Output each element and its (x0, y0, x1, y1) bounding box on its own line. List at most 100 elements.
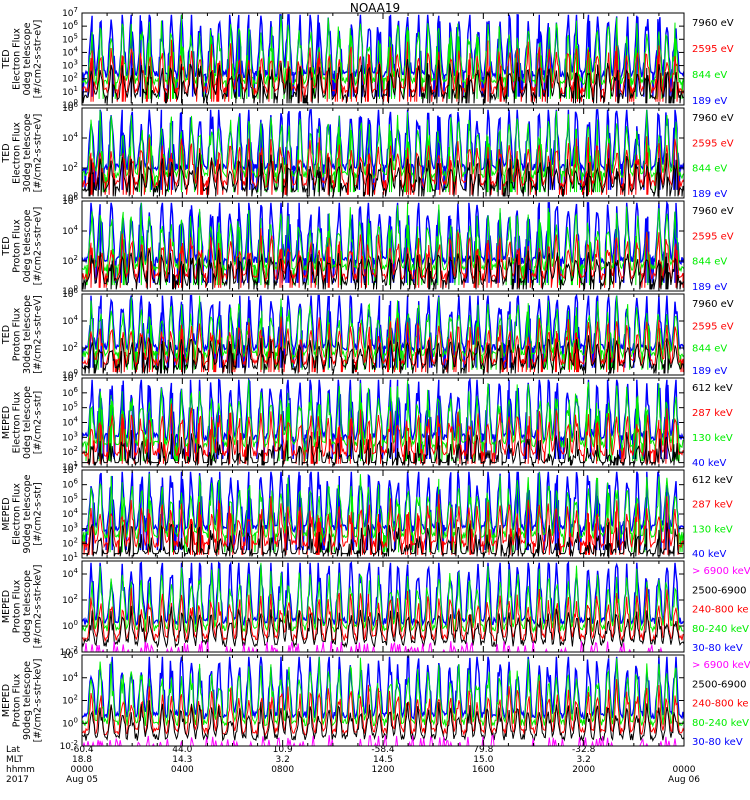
x-tick-label-lat: 10.9 (273, 745, 293, 755)
x-tick-label-mlt: 18.8 (72, 755, 92, 765)
y-tick-label: 10-2 (60, 645, 78, 658)
y-tick-label: 107 (62, 6, 78, 19)
series-black-trace (82, 519, 684, 557)
legend-magenta: > 6900 keV (692, 566, 750, 577)
panel-8: 10-2 100 102 104 106 MEPEDProton Flux90deg te… (1, 648, 750, 752)
y-tick-label: 102 (62, 536, 78, 549)
legend-blue: 189 eV (692, 282, 727, 293)
y-tick-label: 104 (62, 567, 78, 580)
x-tick-label-hhmm: 0800 (271, 765, 294, 775)
x-tick-label-lat: -32.8 (572, 745, 596, 755)
series-blue-trace (82, 201, 684, 283)
y-tick-label: 102 (62, 72, 78, 85)
legend-red: 240-800 ke (692, 699, 749, 710)
panel-4: 100 102 104 106 TEDProton Flux30deg telescop… (1, 287, 734, 381)
y-tick-label: 100 (62, 284, 78, 297)
legend-black: 7960 eV (692, 206, 734, 217)
y-tick-label: 103 (62, 59, 78, 72)
x-tick-label-hhmm: 1600 (472, 765, 495, 775)
y-tick-label: 104 (62, 314, 78, 327)
legend-green: 80-240 keV (692, 718, 749, 729)
series-black-trace (82, 429, 684, 466)
y-tick-label: 106 (62, 478, 78, 491)
y-axis-label: TEDProton Flux30deg telescope[#/cm2-s-st… (1, 295, 44, 374)
series-red-trace (82, 679, 684, 737)
y-tick-label: 105 (62, 401, 78, 414)
y-axis-label: TEDElectron Flux30deg telescope[#/cm2-s-… (1, 113, 44, 192)
legend-blue: 189 eV (692, 366, 727, 377)
series-black-trace (82, 335, 684, 374)
y-tick-label: 107 (62, 463, 78, 476)
panel-8-traces (82, 656, 684, 746)
y-tick-label: 104 (62, 671, 78, 684)
legend-blue: 40 keV (692, 549, 726, 560)
x-tick-label-mlt: 14.5 (373, 755, 393, 765)
y-tick-label: 100 (62, 191, 78, 204)
y-tick-label: 105 (62, 32, 78, 45)
series-red-trace (82, 587, 684, 643)
y-tick-label: 101 (62, 85, 78, 98)
y-tick-label: 107 (62, 371, 78, 384)
legend-black: 612 keV (692, 383, 733, 394)
panel-7-traces (82, 561, 684, 652)
series-green-trace (82, 14, 684, 99)
legend-red: 2595 eV (692, 231, 734, 242)
series-black-trace (82, 700, 684, 742)
y-tick-label: 104 (62, 224, 78, 237)
legend-black: 2500-6900 (692, 585, 747, 596)
x-tick-label-mlt: 14.3 (172, 755, 192, 765)
panel-4-traces (82, 294, 684, 374)
legend-blue: 30-80 keV (692, 643, 743, 654)
x-row-label: hhmm (6, 765, 35, 775)
series-black-trace (82, 152, 684, 197)
y-axis-label: MEPEDElectron Flux0deg telescope[#/cm2-s… (1, 386, 44, 459)
x-tick-label-mlt: 3.2 (276, 755, 290, 765)
panel-5-traces (82, 378, 684, 466)
panel-6-traces (82, 471, 684, 557)
series-red-trace (82, 227, 684, 288)
y-tick-label: 105 (62, 492, 78, 505)
series-red-trace (82, 403, 684, 464)
y-tick-label: 102 (62, 593, 78, 606)
x-tick-label-mlt: 15.0 (473, 755, 493, 765)
legend-red: 2595 eV (692, 44, 734, 55)
legend-green: 844 eV (692, 257, 727, 268)
x-tick-label-mlt: 3.2 (577, 755, 591, 765)
panel-1-traces (82, 13, 684, 104)
y-tick-label: 100 (62, 619, 78, 632)
series-red-trace (82, 39, 684, 102)
x-tick-label-hhmm: 0000 (673, 765, 696, 775)
y-tick-label: 106 (62, 194, 78, 207)
legend-green: 844 eV (692, 164, 727, 175)
series-green-trace (82, 109, 684, 193)
legend-black: 2500-6900 (692, 679, 747, 690)
panel-7: 10-2 100 102 104 MEPEDProton Flux0deg telesc… (1, 560, 750, 658)
y-tick-label: 106 (62, 287, 78, 300)
legend-magenta: > 6900 keV (692, 660, 750, 671)
y-axis-label: TEDProton Flux0deg telescope[#/cm2-s-str… (1, 207, 44, 286)
x-tick-label-lat: 44.0 (172, 745, 192, 755)
y-tick-label: 103 (62, 430, 78, 443)
y-tick-label: 104 (62, 45, 78, 58)
y-tick-label: 106 (62, 648, 78, 661)
y-tick-label: 100 (62, 98, 78, 111)
y-tick-label: 102 (62, 694, 78, 707)
series-green-trace (82, 202, 684, 286)
series-black-trace (82, 605, 684, 649)
y-axis-label: MEPEDProton Flux0deg telescope[#/cm2-s-s… (1, 565, 44, 649)
legend-black: 7960 eV (692, 18, 734, 29)
y-tick-label: 102 (62, 161, 78, 174)
y-tick-label: 100 (62, 716, 78, 729)
y-axis-label: TEDElectron Flux0deg telescope[#/cm2-s-s… (1, 20, 44, 99)
y-tick-label: 100 (62, 368, 78, 381)
x-tick-label-lat: 79.8 (473, 745, 493, 755)
series-green-trace (82, 656, 684, 728)
x-row-label: MLT (6, 755, 24, 765)
x-tick-label-lat: -58.4 (371, 745, 395, 755)
panel-3: 100 102 104 106 TEDProton Flux0deg telescope… (1, 194, 734, 297)
series-black-trace (82, 249, 684, 290)
series-blue-trace (82, 656, 684, 721)
legend-red: 2595 eV (692, 138, 734, 149)
y-tick-label: 106 (62, 19, 78, 32)
